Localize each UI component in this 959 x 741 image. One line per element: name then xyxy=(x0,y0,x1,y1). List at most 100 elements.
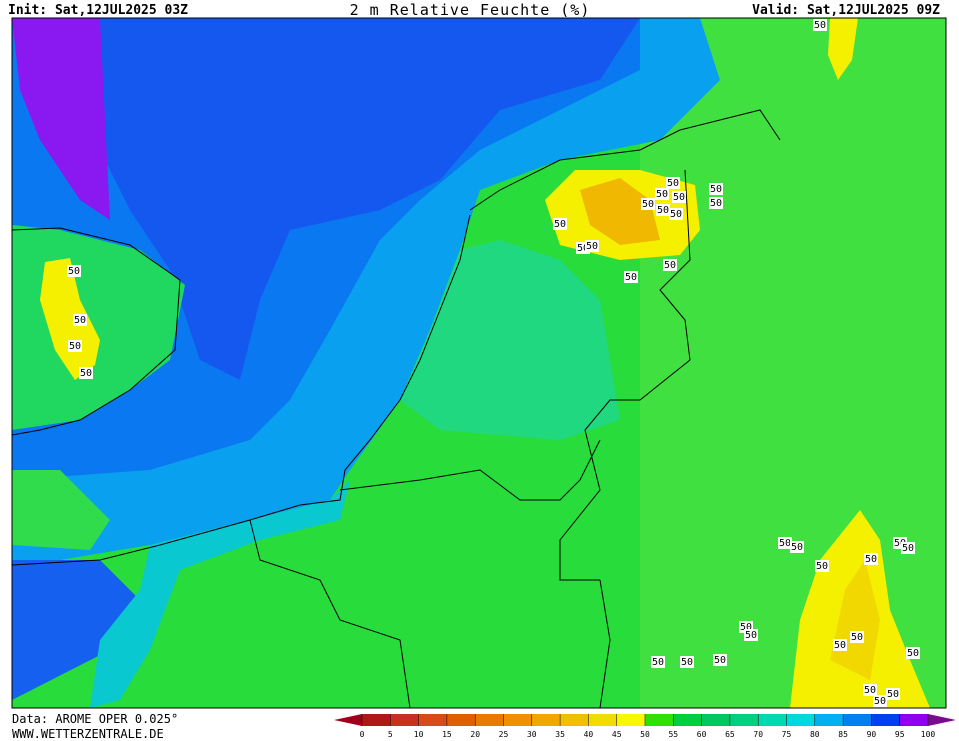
colorbar-label: 50 xyxy=(640,730,650,739)
contour-label: 50 xyxy=(907,648,919,659)
channel xyxy=(12,560,140,700)
contour-label: 50 xyxy=(673,192,685,203)
colorbar-label: 70 xyxy=(753,730,763,739)
contour-label: 50 xyxy=(714,655,726,666)
sea-purple xyxy=(12,18,110,220)
website: WWW.WETTERZENTRALE.DE xyxy=(12,727,164,741)
border xyxy=(559,169,691,581)
low-countries xyxy=(400,240,620,440)
label-box xyxy=(815,560,829,572)
colorbar-label: 45 xyxy=(612,730,622,739)
label-box xyxy=(651,656,665,668)
label-box xyxy=(669,208,683,220)
label-box xyxy=(680,656,694,668)
colorbar-label: 90 xyxy=(867,730,877,739)
sea-deep xyxy=(100,18,640,380)
colorbar-bin xyxy=(446,714,476,726)
contour-label: 50 xyxy=(887,689,899,700)
colorbar-bin xyxy=(475,714,504,726)
colorbar-label: 5 xyxy=(388,730,393,739)
border xyxy=(599,579,611,708)
contour-label: 50 xyxy=(834,640,846,651)
colorbar-bin xyxy=(814,714,844,726)
colorbar-label: 100 xyxy=(921,730,936,739)
colorbar-label: 65 xyxy=(725,730,735,739)
label-box xyxy=(672,191,686,203)
map-title: 2 m Relative Feuchte (%) xyxy=(350,1,591,19)
coast-band xyxy=(90,480,350,708)
colorbar-label: 10 xyxy=(414,730,424,739)
colorbar-label: 55 xyxy=(668,730,678,739)
contour-label: 50 xyxy=(80,368,92,379)
label-box xyxy=(906,647,920,659)
contour-label: 50 xyxy=(670,209,682,220)
coastline xyxy=(12,227,181,436)
label-box xyxy=(873,695,887,707)
yellow-northeast xyxy=(828,18,858,80)
contour-label: 50 xyxy=(664,260,676,271)
label-box xyxy=(709,197,723,209)
contour-label: 50 xyxy=(68,266,80,277)
label-box xyxy=(833,639,847,651)
label-box xyxy=(585,240,599,252)
contour-label: 50 xyxy=(625,272,637,283)
colorbar-bin xyxy=(758,714,787,726)
colorbar-label: 80 xyxy=(810,730,820,739)
contour-label: 50 xyxy=(865,554,877,565)
colorbar-label: 60 xyxy=(697,730,707,739)
contour-label: 50 xyxy=(814,20,826,31)
contour-label: 50 xyxy=(740,622,752,633)
border xyxy=(339,439,601,501)
colorbar-bin xyxy=(616,714,645,726)
colorbar-label: 95 xyxy=(895,730,905,739)
label-box xyxy=(864,553,878,565)
border xyxy=(249,519,411,708)
colorbar-bin xyxy=(786,714,815,726)
label-box xyxy=(709,183,723,195)
colorbar-bin xyxy=(645,714,674,726)
colorbar-bin xyxy=(899,714,928,726)
contour-label: 50 xyxy=(586,241,598,252)
colorbar-label: 85 xyxy=(838,730,848,739)
contour-label: 50 xyxy=(779,538,791,549)
label-box xyxy=(553,218,567,230)
label-box xyxy=(901,542,915,554)
yellow-england xyxy=(40,258,100,380)
label-box xyxy=(73,314,87,326)
label-box xyxy=(624,271,638,283)
england-south xyxy=(12,470,110,550)
label-box xyxy=(813,19,827,31)
colorbar-bin xyxy=(729,714,759,726)
colorbar-label: 40 xyxy=(584,730,594,739)
contour-label: 50 xyxy=(667,178,679,189)
coastline xyxy=(469,109,781,211)
colorbar-bin xyxy=(588,714,617,726)
label-box xyxy=(663,259,677,271)
label-box xyxy=(666,177,680,189)
colorbar-label: 75 xyxy=(782,730,792,739)
label-box xyxy=(79,367,93,379)
colorbar-bin xyxy=(531,714,561,726)
colorbar-label: 35 xyxy=(555,730,565,739)
label-box xyxy=(67,265,81,277)
map-frame xyxy=(11,17,947,709)
map-area xyxy=(11,17,947,709)
contour-label: 50 xyxy=(681,657,693,668)
colorbar-under xyxy=(334,714,362,726)
colorbar-bin xyxy=(390,714,419,726)
label-box xyxy=(655,188,669,200)
contour-label: 50 xyxy=(791,542,803,553)
colorbar-label: 15 xyxy=(442,730,452,739)
contour-label: 50 xyxy=(657,205,669,216)
contour-label: 50 xyxy=(816,561,828,572)
colorbar-label: 25 xyxy=(499,730,509,739)
colorbar-bin xyxy=(701,714,730,726)
contour-label: 50 xyxy=(894,538,906,549)
colorbar-label: 20 xyxy=(470,730,480,739)
contour-label: 50 xyxy=(710,198,722,209)
data-source: Data: AROME OPER 0.025° xyxy=(12,712,178,726)
colorbar-bin xyxy=(560,714,589,726)
